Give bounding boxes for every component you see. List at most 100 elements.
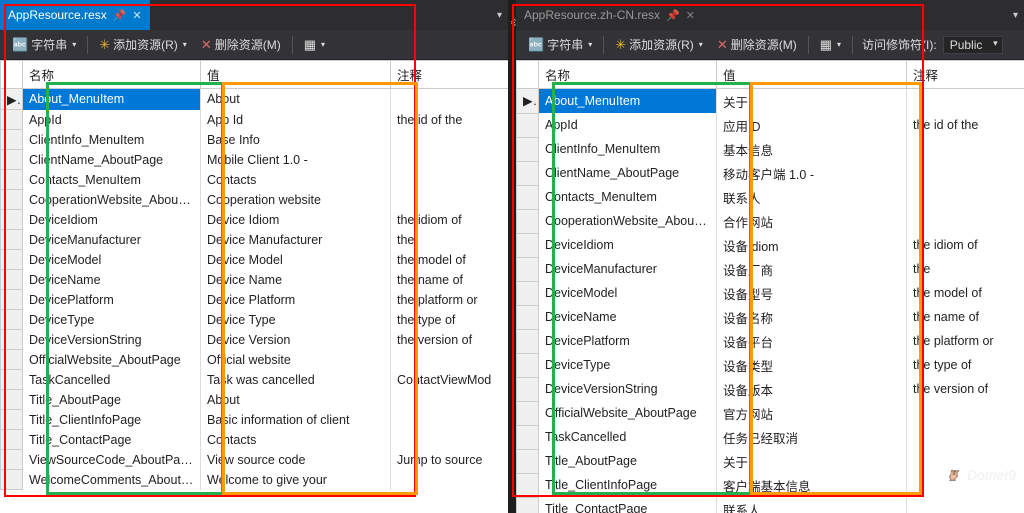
table-row[interactable]: Title_ContactPage联系人 xyxy=(517,497,1024,513)
table-row[interactable]: DeviceIdiom设备Idiomthe idiom of xyxy=(517,233,1024,257)
cell-name[interactable]: ClientInfo_MenuItem xyxy=(539,137,717,161)
view-button[interactable]: ▦▾ xyxy=(814,35,847,55)
row-header[interactable] xyxy=(1,410,23,430)
row-header[interactable] xyxy=(1,390,23,410)
row-header[interactable] xyxy=(1,170,23,190)
row-header[interactable] xyxy=(517,329,539,353)
cell-comment[interactable] xyxy=(907,497,1024,513)
cell-name[interactable]: DevicePlatform xyxy=(539,329,717,353)
row-header[interactable] xyxy=(1,210,23,230)
cell-name[interactable]: DeviceManufacturer xyxy=(23,230,201,250)
row-header[interactable] xyxy=(517,209,539,233)
table-row[interactable]: Contacts_MenuItemContacts xyxy=(1,170,509,190)
table-row[interactable]: DeviceIdiomDevice Idiomthe idiom of xyxy=(1,210,509,230)
tab-overflow-icon[interactable]: ▾ xyxy=(1007,10,1024,21)
cell-name[interactable]: Title_ContactPage xyxy=(539,497,717,513)
row-header[interactable] xyxy=(517,161,539,185)
cell-value[interactable]: 合作网站 xyxy=(717,209,907,233)
strings-button[interactable]: 🔤字符串▾ xyxy=(522,34,598,55)
cell-value[interactable]: 关于 xyxy=(717,89,907,114)
row-header[interactable] xyxy=(517,449,539,473)
table-row[interactable]: DeviceType设备类型the type of xyxy=(517,353,1024,377)
cell-value[interactable]: About xyxy=(201,89,391,110)
splitter[interactable]: ⚙ xyxy=(508,0,516,513)
resource-grid[interactable]: 名称值注释▶About_MenuItemAboutAppIdApp Idthe … xyxy=(0,60,508,513)
cell-value[interactable]: 联系人 xyxy=(717,185,907,209)
cell-name[interactable]: TaskCancelled xyxy=(539,425,717,449)
row-header[interactable] xyxy=(517,185,539,209)
column-header-value[interactable]: 值 xyxy=(201,61,391,89)
row-header[interactable] xyxy=(1,470,23,490)
cell-name[interactable]: DevicePlatform xyxy=(23,290,201,310)
cell-value[interactable]: 设备名称 xyxy=(717,305,907,329)
table-row[interactable]: ViewSourceCode_AboutPageView source code… xyxy=(1,450,509,470)
cell-value[interactable]: Device Name xyxy=(201,270,391,290)
table-row[interactable]: ClientName_AboutPageMobile Client 1.0 - xyxy=(1,150,509,170)
row-header[interactable] xyxy=(1,330,23,350)
cell-name[interactable]: AppId xyxy=(539,113,717,137)
cell-comment[interactable]: the type of xyxy=(907,353,1024,377)
table-row[interactable]: ▶About_MenuItem关于 xyxy=(517,89,1024,114)
cell-comment[interactable]: the xyxy=(907,257,1024,281)
row-header[interactable] xyxy=(517,233,539,257)
view-button[interactable]: ▦▾ xyxy=(298,35,331,55)
row-header[interactable] xyxy=(1,270,23,290)
cell-value[interactable]: Task was cancelled xyxy=(201,370,391,390)
cell-comment[interactable]: ContactViewMod xyxy=(391,370,509,390)
row-header[interactable] xyxy=(517,425,539,449)
table-row[interactable]: Contacts_MenuItem联系人 xyxy=(517,185,1024,209)
cell-value[interactable]: App Id xyxy=(201,110,391,130)
cell-value[interactable]: 设备类型 xyxy=(717,353,907,377)
cell-value[interactable]: Device Manufacturer xyxy=(201,230,391,250)
row-header[interactable]: ▶ xyxy=(517,89,539,114)
document-tab[interactable]: AppResource.zh-CN.resx📌✕ xyxy=(516,0,703,30)
cell-value[interactable]: About xyxy=(201,390,391,410)
table-row[interactable]: DevicePlatformDevice Platformthe platfor… xyxy=(1,290,509,310)
table-row[interactable]: TaskCancelledTask was cancelledContactVi… xyxy=(1,370,509,390)
table-row[interactable]: Title_AboutPageAbout xyxy=(1,390,509,410)
column-header-comment[interactable]: 注释 xyxy=(391,61,509,89)
cell-value[interactable]: 基本信息 xyxy=(717,137,907,161)
cell-name[interactable]: Title_ContactPage xyxy=(23,430,201,450)
cell-comment[interactable] xyxy=(907,425,1024,449)
close-icon[interactable]: ✕ xyxy=(686,9,695,22)
pin-icon[interactable]: 📌 xyxy=(666,9,680,22)
cell-comment[interactable]: the id of the xyxy=(907,113,1024,137)
column-header-name[interactable]: 名称 xyxy=(539,61,717,89)
cell-name[interactable]: DeviceIdiom xyxy=(539,233,717,257)
cell-comment[interactable] xyxy=(391,350,509,370)
table-row[interactable]: CooperationWebsite_AboutPageCooperation … xyxy=(1,190,509,210)
cell-value[interactable]: 关于 xyxy=(717,449,907,473)
cell-comment[interactable]: the name of xyxy=(391,270,509,290)
table-row[interactable]: DeviceModelDevice Modelthe model of xyxy=(1,250,509,270)
cell-value[interactable]: 设备版本 xyxy=(717,377,907,401)
column-header-value[interactable]: 值 xyxy=(717,61,907,89)
cell-name[interactable]: Title_ClientInfoPage xyxy=(23,410,201,430)
cell-name[interactable]: Title_ClientInfoPage xyxy=(539,473,717,497)
cell-comment[interactable] xyxy=(907,89,1024,114)
cell-name[interactable]: DeviceModel xyxy=(539,281,717,305)
cell-comment[interactable] xyxy=(391,470,509,490)
row-header[interactable] xyxy=(517,401,539,425)
cell-comment[interactable]: the idiom of xyxy=(907,233,1024,257)
row-header[interactable] xyxy=(1,250,23,270)
cell-value[interactable]: Device Platform xyxy=(201,290,391,310)
cell-value[interactable]: View source code xyxy=(201,450,391,470)
cell-value[interactable]: 客户端基本信息 xyxy=(717,473,907,497)
cell-name[interactable]: TaskCancelled xyxy=(23,370,201,390)
cell-value[interactable]: Mobile Client 1.0 - xyxy=(201,150,391,170)
cell-value[interactable]: Basic information of client xyxy=(201,410,391,430)
cell-comment[interactable] xyxy=(391,430,509,450)
table-row[interactable]: TaskCancelled任务已经取消 xyxy=(517,425,1024,449)
cell-name[interactable]: Contacts_MenuItem xyxy=(23,170,201,190)
row-header[interactable] xyxy=(1,310,23,330)
row-header[interactable] xyxy=(1,230,23,250)
table-row[interactable]: DeviceVersionString设备版本the version of xyxy=(517,377,1024,401)
cell-value[interactable]: 联系人 xyxy=(717,497,907,513)
cell-name[interactable]: AppId xyxy=(23,110,201,130)
cell-comment[interactable] xyxy=(907,137,1024,161)
cell-name[interactable]: WelcomeComments_AboutPage xyxy=(23,470,201,490)
cell-comment[interactable]: Jump to source xyxy=(391,450,509,470)
row-header[interactable] xyxy=(517,281,539,305)
cell-comment[interactable]: the idiom of xyxy=(391,210,509,230)
